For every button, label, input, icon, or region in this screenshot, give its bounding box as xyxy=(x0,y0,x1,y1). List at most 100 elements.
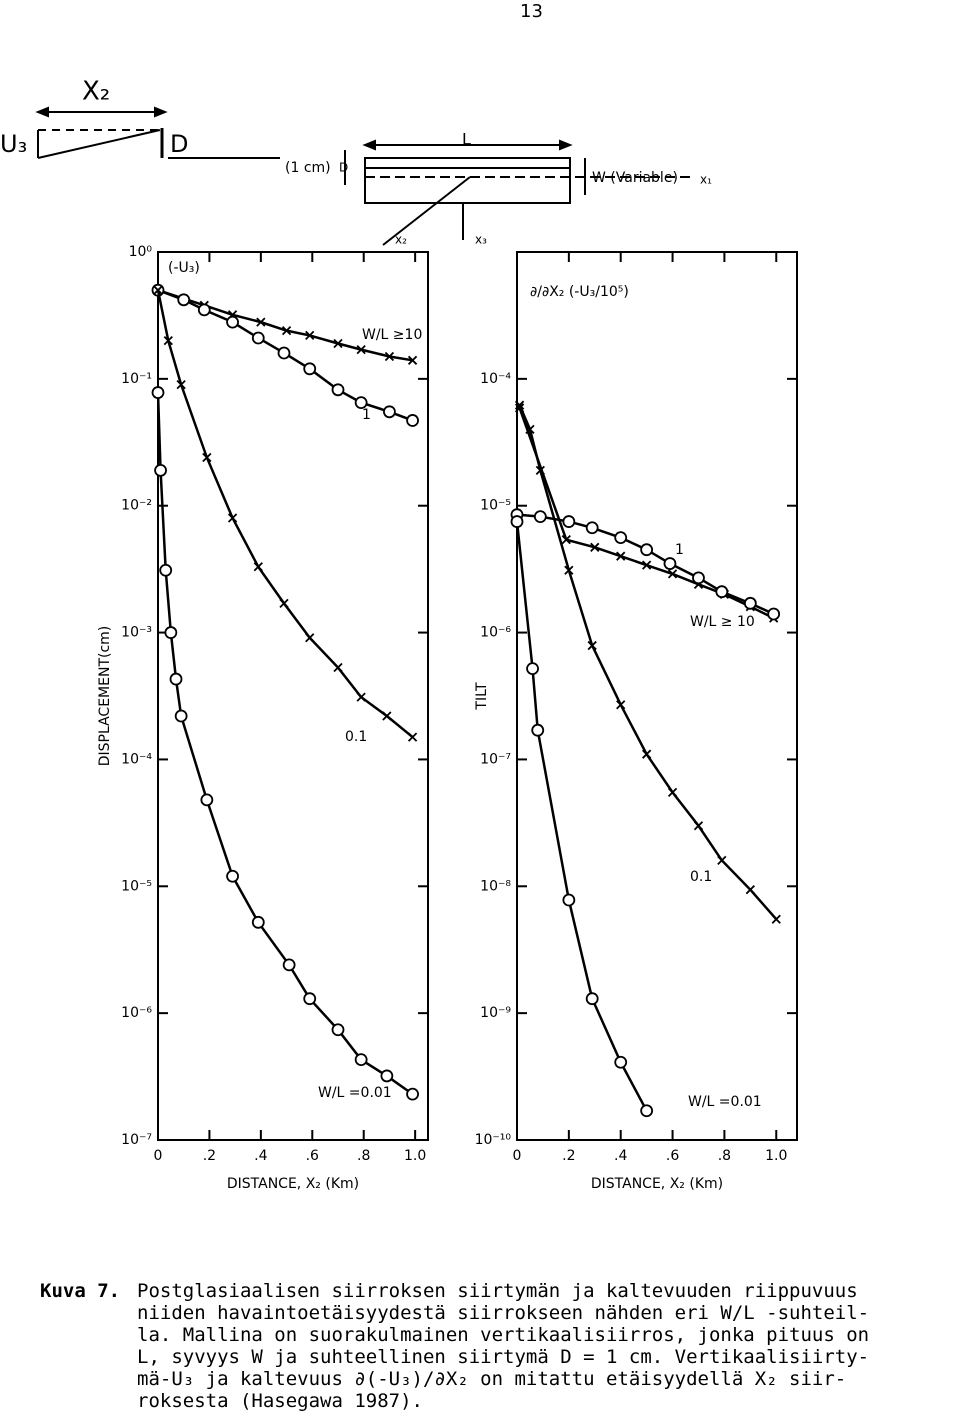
label-1cm: (1 cm) xyxy=(285,160,331,176)
label-x1: x₁ xyxy=(700,173,712,187)
point xyxy=(616,551,626,561)
plot-frame xyxy=(516,251,798,1141)
x-tick-label: 0 xyxy=(513,1148,522,1164)
x-tick-label: .2 xyxy=(203,1148,216,1164)
point xyxy=(535,465,545,475)
point xyxy=(587,640,597,651)
point xyxy=(176,380,186,390)
point xyxy=(406,414,419,427)
point xyxy=(279,598,289,608)
series-label: 1 xyxy=(362,407,371,423)
point xyxy=(151,386,165,399)
point xyxy=(226,869,239,883)
point xyxy=(251,915,265,929)
label-x2: X₂ xyxy=(82,77,110,107)
point xyxy=(256,317,266,327)
point xyxy=(226,315,239,329)
caption: Postglasiaalisen siirroksen siirtymän ja… xyxy=(137,1280,869,1412)
label-u3: U₃ xyxy=(0,130,27,158)
point xyxy=(177,293,191,307)
x-tick-label: .8 xyxy=(718,1148,731,1164)
caption-line: niiden havaintoetäisyydestä siirrokseen … xyxy=(137,1302,870,1324)
point xyxy=(407,732,418,742)
point xyxy=(277,346,291,360)
point xyxy=(159,563,173,577)
point xyxy=(585,992,599,1006)
point xyxy=(663,557,677,570)
model-sketch xyxy=(35,106,690,246)
x-tick-label: .4 xyxy=(254,1148,267,1164)
point xyxy=(693,821,704,831)
y-tick-label: 10⁻³ xyxy=(121,625,152,641)
caption-line: la. Mallina on suorakulmainen vertikaali… xyxy=(137,1324,870,1346)
point xyxy=(253,562,263,572)
label-w: W (Variable) xyxy=(592,170,678,186)
point xyxy=(305,633,315,643)
label-d-small: D xyxy=(339,161,348,175)
point xyxy=(163,336,173,346)
point xyxy=(164,626,178,639)
y-tick-label: 10⁻⁶ xyxy=(121,1005,152,1021)
point xyxy=(251,331,265,345)
y-tick-label: 10⁻² xyxy=(121,498,152,514)
series-line xyxy=(518,404,778,921)
point xyxy=(640,1104,654,1118)
point xyxy=(383,405,396,419)
series-label: W/L =0.01 xyxy=(318,1085,392,1101)
y-tick-label: 10⁻⁹ xyxy=(480,1005,511,1021)
caption-line: roksesta (Hasegawa 1987). xyxy=(137,1390,423,1412)
point xyxy=(533,510,547,524)
x-tick-label: 1.0 xyxy=(765,1148,787,1164)
point xyxy=(382,711,392,721)
point xyxy=(562,893,576,907)
point xyxy=(303,362,317,376)
point xyxy=(305,330,315,341)
x-tick-label: .6 xyxy=(666,1148,679,1164)
y-tick-label: 10⁻⁴ xyxy=(121,751,152,767)
y-axis-label: DISPLACEMENT(cm) xyxy=(97,626,113,767)
point xyxy=(717,855,727,866)
point xyxy=(384,351,395,362)
point xyxy=(380,1069,394,1083)
point xyxy=(356,344,366,355)
x-tick-label: 0 xyxy=(154,1148,163,1164)
point xyxy=(281,325,292,336)
point xyxy=(174,709,188,723)
point xyxy=(616,700,626,710)
label-x3: x₃ xyxy=(475,233,487,247)
point xyxy=(564,565,574,575)
point xyxy=(331,383,345,397)
point xyxy=(356,692,366,702)
y-tick-label: 10⁻⁷ xyxy=(121,1132,152,1148)
caption-line: L, syvyys W ja suhteellinen siirtymä D =… xyxy=(137,1346,870,1368)
point xyxy=(510,515,524,528)
point xyxy=(354,396,368,409)
x-tick-label: .4 xyxy=(614,1148,627,1164)
series-line xyxy=(156,392,414,1096)
point xyxy=(154,463,167,477)
label-d: D xyxy=(170,130,188,158)
point xyxy=(333,338,343,349)
x-tick-label: .2 xyxy=(562,1148,575,1164)
point xyxy=(561,535,571,545)
point xyxy=(715,585,729,599)
y-tick-label: 10⁻¹⁰ xyxy=(475,1132,512,1148)
point xyxy=(640,543,654,557)
y-tick-label: 10⁻⁵ xyxy=(121,878,152,894)
point xyxy=(333,662,343,673)
point xyxy=(767,607,781,621)
series-label: 1 xyxy=(675,542,684,558)
point xyxy=(667,787,678,798)
point xyxy=(525,424,535,434)
point xyxy=(562,515,576,528)
point xyxy=(331,1023,345,1037)
y-tick-label: 10⁻¹ xyxy=(121,371,152,387)
point xyxy=(590,542,600,552)
point xyxy=(531,723,545,737)
figure: 13 X₂ U₃ D L (1 cm) D W (Variable) x₁ x₂… xyxy=(0,1,798,1192)
point xyxy=(282,958,296,972)
x-axis-label: DISTANCE, X₂ (Km) xyxy=(591,1176,723,1192)
point xyxy=(406,1087,419,1101)
y-tick-label: 10⁻⁴ xyxy=(480,371,511,387)
